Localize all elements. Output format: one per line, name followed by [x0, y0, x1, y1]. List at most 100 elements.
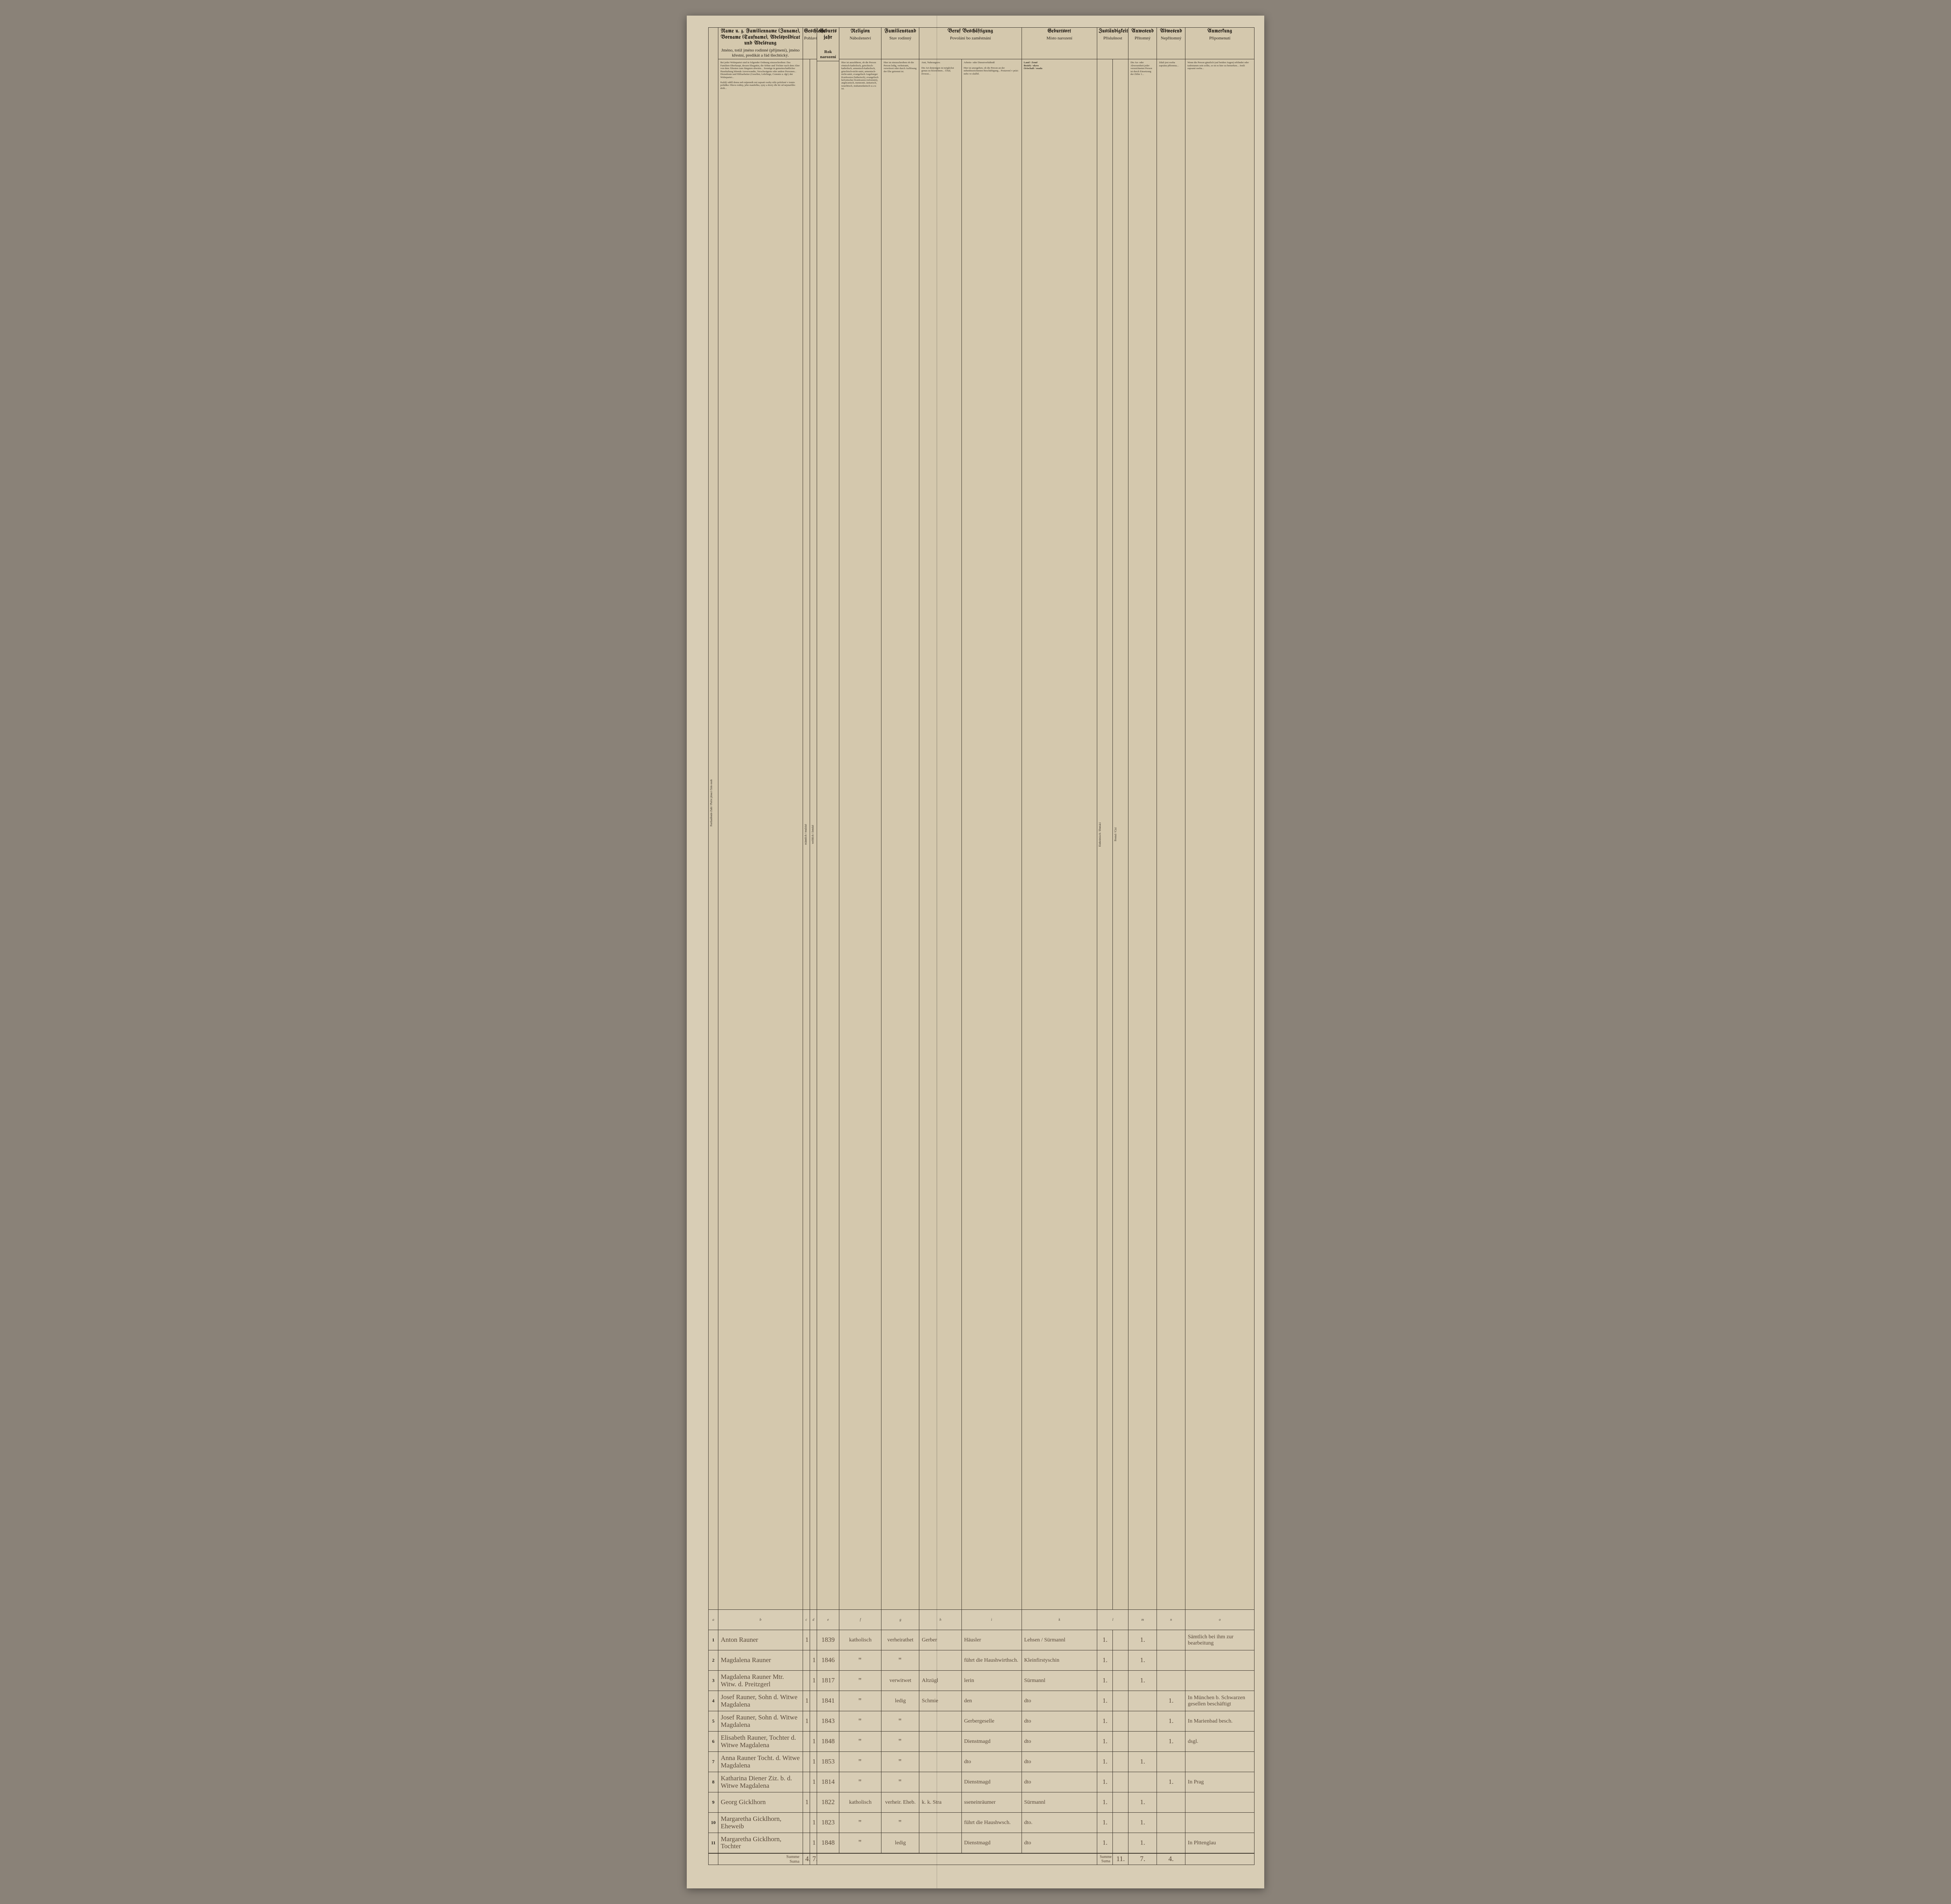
row-number: 10 [709, 1813, 718, 1833]
present-desc: Die An- oder Abwesenheit jeder verzeichn… [1128, 59, 1157, 1610]
name-desc: Bei jeder Wohnpartei sind in folgender O… [718, 59, 803, 1610]
table-row: 11Margaretha Gicklhorn, Tochter11848"led… [709, 1833, 1254, 1853]
cell-jur-ein: 1. [1097, 1630, 1113, 1650]
sum-present: 7. [1128, 1853, 1157, 1865]
cell-name: Magdalena Rauner Mtr. Witw. d. Preitzger… [718, 1671, 803, 1691]
cell-family: " [881, 1732, 919, 1752]
col-religion-header: Religion Náboženství [839, 28, 881, 59]
cell-religion: " [839, 1650, 881, 1671]
year-spacer [817, 61, 839, 1610]
cell-jur-ein: 1. [1097, 1752, 1113, 1772]
cell-religion: " [839, 1711, 881, 1732]
cell-name: Josef Rauner, Sohn d. Witwe Magdalena [718, 1691, 803, 1711]
cell-absent [1157, 1650, 1185, 1671]
cell-male [803, 1732, 810, 1752]
table-row: 7Anna Rauner Tocht. d. Witwe Magdalena11… [709, 1752, 1254, 1772]
row-number: 1 [709, 1630, 718, 1650]
cell-family: " [881, 1711, 919, 1732]
cell-birthplace: dto [1022, 1691, 1097, 1711]
column-letters-row: a b c d e f g h i k l m n o [709, 1610, 1254, 1630]
row-number: 2 [709, 1650, 718, 1671]
cell-religion: " [839, 1772, 881, 1792]
cell-year: 1841 [817, 1691, 839, 1711]
cell-note: In Marienbad besch. [1185, 1711, 1254, 1732]
cell-occ2: Gerbergeselle [961, 1711, 1022, 1732]
cell-occ2: Dienstmagd [961, 1833, 1022, 1853]
cell-female [810, 1630, 817, 1650]
cell-absent: 1. [1157, 1691, 1185, 1711]
cell-family: verheir. Eheb. [881, 1792, 919, 1813]
cell-present [1128, 1691, 1157, 1711]
cell-jur-fremd [1113, 1792, 1128, 1813]
cell-year: 1817 [817, 1671, 839, 1691]
cell-female [810, 1711, 817, 1732]
cell-occ2: lerin [961, 1671, 1022, 1691]
cell-note [1185, 1671, 1254, 1691]
cell-religion: " [839, 1691, 881, 1711]
cell-birthplace: dto [1022, 1711, 1097, 1732]
col-notes-header: Anmerkung Připomenutí [1185, 28, 1254, 59]
sum-female: 7. [810, 1853, 817, 1865]
cell-male: 1 [803, 1630, 810, 1650]
cell-jur-ein: 1. [1097, 1732, 1113, 1752]
cell-note [1185, 1792, 1254, 1813]
cell-note [1185, 1650, 1254, 1671]
cell-family: " [881, 1752, 919, 1772]
cell-religion: " [839, 1833, 881, 1853]
cell-occ2: dto [961, 1752, 1022, 1772]
cell-jur-fremd [1113, 1630, 1128, 1650]
sum-row: SummeSuma4.7.SummeSuma11.7.4. [709, 1853, 1254, 1865]
cell-birthplace: Sürmannl [1022, 1671, 1097, 1691]
cell-absent: 1. [1157, 1772, 1185, 1792]
cell-absent [1157, 1792, 1185, 1813]
sum-male: 4. [803, 1853, 810, 1865]
cell-name: Katharina Diener Ziz. b. d. Witwe Magdal… [718, 1772, 803, 1792]
cell-family: ledig [881, 1691, 919, 1711]
sex-m-sub: männlich / mužské [803, 59, 810, 1610]
col-family-header: Familienstand Stav rodinný [881, 28, 919, 59]
cell-jur-fremd [1113, 1671, 1128, 1691]
cell-note [1185, 1752, 1254, 1772]
absent-desc: Zdali jest osoba zapsána přítomna... [1157, 59, 1185, 1610]
cell-present [1128, 1732, 1157, 1752]
cell-religion: " [839, 1752, 881, 1772]
occ2-sub: Arbeits- oder DienstverhältnißHier ist a… [961, 59, 1022, 1610]
cell-occ1 [919, 1732, 961, 1752]
cell-name: Margaretha Gicklhorn, Eheweib [718, 1813, 803, 1833]
cell-jur-ein: 1. [1097, 1772, 1113, 1792]
cell-present [1128, 1711, 1157, 1732]
sex-f-sub: weiblich / ženské [810, 59, 817, 1610]
table-body: a b c d e f g h i k l m n o 1Anton Raune… [709, 1610, 1254, 1865]
cell-note: In München b. Schwarzen gesellen beschäf… [1185, 1691, 1254, 1711]
row-number: 3 [709, 1671, 718, 1691]
cell-occ2: Häusler [961, 1630, 1022, 1650]
table-row: 6Elisabeth Rauner, Tochter d. Witwe Magd… [709, 1732, 1254, 1752]
cell-absent [1157, 1833, 1185, 1853]
cell-birthplace: Sürmannl [1022, 1792, 1097, 1813]
cell-male: 1 [803, 1711, 810, 1732]
cell-occ1: k. k. Stra [919, 1792, 961, 1813]
cell-year: 1843 [817, 1711, 839, 1732]
cell-note: Sämtlich bei ihm zur bearbeitung [1185, 1630, 1254, 1650]
cell-female [810, 1792, 817, 1813]
cell-occ2: führt die Haushwsch. [961, 1813, 1022, 1833]
cell-jur-fremd [1113, 1772, 1128, 1792]
cell-family: " [881, 1772, 919, 1792]
cell-year: 1822 [817, 1792, 839, 1813]
table-row: 8Katharina Diener Ziz. b. d. Witwe Magda… [709, 1772, 1254, 1792]
cell-religion: " [839, 1732, 881, 1752]
col-name-header: Name u. z. Familienname (Zuname), Vornam… [718, 28, 803, 59]
cell-present: 1. [1128, 1630, 1157, 1650]
cell-jur-ein: 1. [1097, 1792, 1113, 1813]
cell-present: 1. [1128, 1650, 1157, 1671]
cell-male [803, 1752, 810, 1772]
cell-present: 1. [1128, 1792, 1157, 1813]
cell-jur-fremd [1113, 1752, 1128, 1772]
col-sex-header: Geschlecht Pohlaví [803, 28, 817, 59]
sum-label-2: SummeSuma [1097, 1853, 1113, 1865]
sum-jur: 11. [1113, 1853, 1128, 1865]
cell-jur-ein: 1. [1097, 1813, 1113, 1833]
cell-jur-fremd [1113, 1691, 1128, 1711]
table-row: 4Josef Rauner, Sohn d. Witwe Magdalena11… [709, 1691, 1254, 1711]
cell-note: In Plttenglau [1185, 1833, 1254, 1853]
